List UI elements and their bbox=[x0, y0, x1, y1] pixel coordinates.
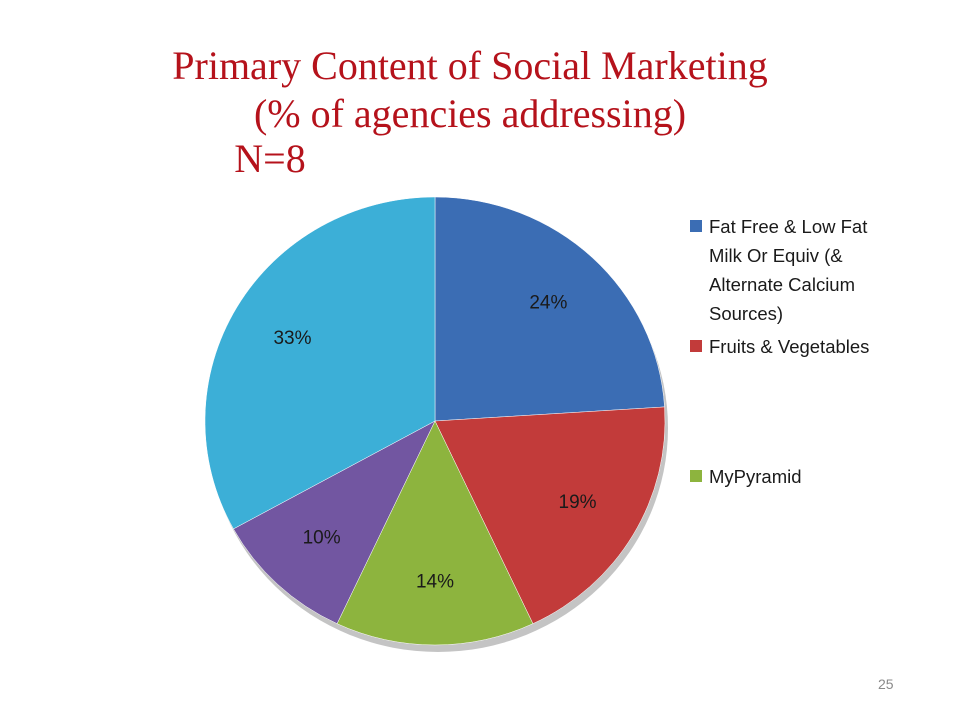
legend-swatch bbox=[690, 340, 702, 352]
legend-label: MyPyramid bbox=[709, 466, 802, 487]
value-label: 10% bbox=[303, 528, 341, 549]
page-number: 25 bbox=[878, 676, 894, 692]
legend-swatch bbox=[690, 220, 702, 232]
value-label: 33% bbox=[273, 328, 311, 349]
pie-slice bbox=[434, 406, 666, 625]
value-label: 24% bbox=[529, 292, 567, 313]
legend-item: Fat Free & Low Fat Milk Or Equiv (& Alte… bbox=[690, 212, 900, 328]
pie-slice bbox=[336, 420, 534, 646]
pie-slice bbox=[434, 196, 665, 422]
legend-label: Fat Free & Low Fat Milk Or Equiv (& Alte… bbox=[709, 216, 868, 324]
legend-swatch bbox=[690, 470, 702, 482]
chart-subtitle: (% of agencies addressing) bbox=[254, 91, 686, 136]
legend-item: Fruits & Vegetables bbox=[690, 332, 900, 361]
value-label: 19% bbox=[559, 492, 597, 513]
sample-size: N=8 bbox=[234, 136, 305, 181]
chart-title: Primary Content of Social Marketing bbox=[172, 43, 767, 88]
value-label: 14% bbox=[416, 571, 454, 592]
legend-item: MyPyramid bbox=[690, 462, 900, 491]
pie-slice bbox=[204, 196, 436, 530]
legend-label: Fruits & Vegetables bbox=[709, 336, 870, 357]
pie-slice bbox=[233, 420, 436, 625]
